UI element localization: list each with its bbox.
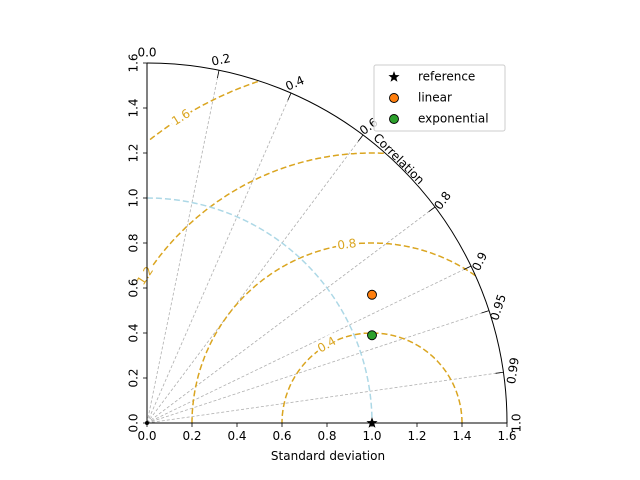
correlation-tick xyxy=(495,371,504,374)
data-points xyxy=(145,289,378,428)
legend: reference linear exponential xyxy=(373,64,506,132)
correlation-gridline xyxy=(146,134,364,424)
rmsd-contour-label: 1.6 xyxy=(169,106,193,128)
correlation-gridline xyxy=(146,371,504,424)
x-tick-label: 1.0 xyxy=(362,429,381,443)
y-tick-label: 1.2 xyxy=(127,143,141,162)
correlation-tick-label: 1.0 xyxy=(510,413,524,432)
origin-dot xyxy=(145,421,149,425)
point-linear xyxy=(367,289,377,300)
correlation-tick xyxy=(287,92,292,101)
rmsd-label-bg xyxy=(334,235,359,255)
correlation-gridline xyxy=(146,206,436,424)
x-tick-label: 0.8 xyxy=(317,429,336,443)
y-tick-label: 0.2 xyxy=(127,368,141,387)
correlation-tick-label: 0.8 xyxy=(431,189,454,213)
correlation-gridline xyxy=(146,70,220,424)
point-reference xyxy=(366,417,378,428)
y-tick-label: 1.6 xyxy=(127,53,141,72)
rmsd-contour xyxy=(147,80,259,142)
correlation-tick xyxy=(481,310,490,314)
rmsd-label-bg xyxy=(132,262,159,290)
legend-marker-linear xyxy=(389,93,399,103)
rmsd-contour-label: 0.8 xyxy=(336,236,357,253)
outer-arc xyxy=(146,62,508,424)
correlation-gridlines xyxy=(146,70,504,424)
correlation-tick xyxy=(463,265,472,270)
rmsd-contour xyxy=(281,332,463,423)
correlation-gridline xyxy=(146,92,292,424)
correlation-tick-label: 0.4 xyxy=(283,73,306,93)
y-tick-label: 0.6 xyxy=(127,278,141,297)
x-tick-label: 0.0 xyxy=(137,429,156,443)
correlation-tick xyxy=(357,134,364,142)
legend-marker-exponential xyxy=(389,114,399,124)
x-tick-label: 1.4 xyxy=(452,429,471,443)
rmsd-contours: 0.40.81.21.6 xyxy=(132,80,476,423)
legend-marker-reference xyxy=(388,71,400,82)
y-tick-label: 0.8 xyxy=(127,233,141,252)
legend-label-linear: linear xyxy=(418,91,452,105)
correlation-tick xyxy=(428,206,436,213)
rmsd-contour xyxy=(191,242,476,423)
x-tick-label: 1.2 xyxy=(407,429,426,443)
x-tick-label: 1.6 xyxy=(497,429,516,443)
correlation-tick-label: 0.9 xyxy=(469,250,490,273)
correlation-tick-label: 0.95 xyxy=(487,292,509,322)
y-tick-label: 0.4 xyxy=(127,323,141,342)
x-axis-title: Standard deviation xyxy=(271,449,385,463)
x-tick-label: 0.6 xyxy=(272,429,291,443)
rmsd-label-bg xyxy=(167,105,195,131)
rmsd-label-bg xyxy=(313,332,341,358)
legend-box xyxy=(373,64,506,132)
x-tick-label: 0.4 xyxy=(227,429,246,443)
y-tick-label: 1.0 xyxy=(127,188,141,207)
correlation-tick-label: 0.99 xyxy=(504,357,522,385)
point-exponential xyxy=(367,330,377,341)
x-tick-label: 0.2 xyxy=(182,429,201,443)
rmsd-contour xyxy=(147,152,384,273)
reference-std-arc xyxy=(146,197,373,424)
y-tick-label: 1.4 xyxy=(127,98,141,117)
correlation-tick xyxy=(217,70,220,79)
correlation-gridline xyxy=(146,265,472,424)
correlation-tick-label: 0.2 xyxy=(210,51,232,69)
correlation-tick-label: 0.0 xyxy=(137,45,156,59)
legend-label-exponential: exponential xyxy=(418,112,489,126)
legend-label-reference: reference xyxy=(418,70,475,84)
correlation-gridline xyxy=(146,310,490,424)
correlation-axis-title: Correlation xyxy=(371,130,428,187)
y-tick-label: 0.0 xyxy=(127,413,141,432)
reference-arc xyxy=(146,197,373,424)
